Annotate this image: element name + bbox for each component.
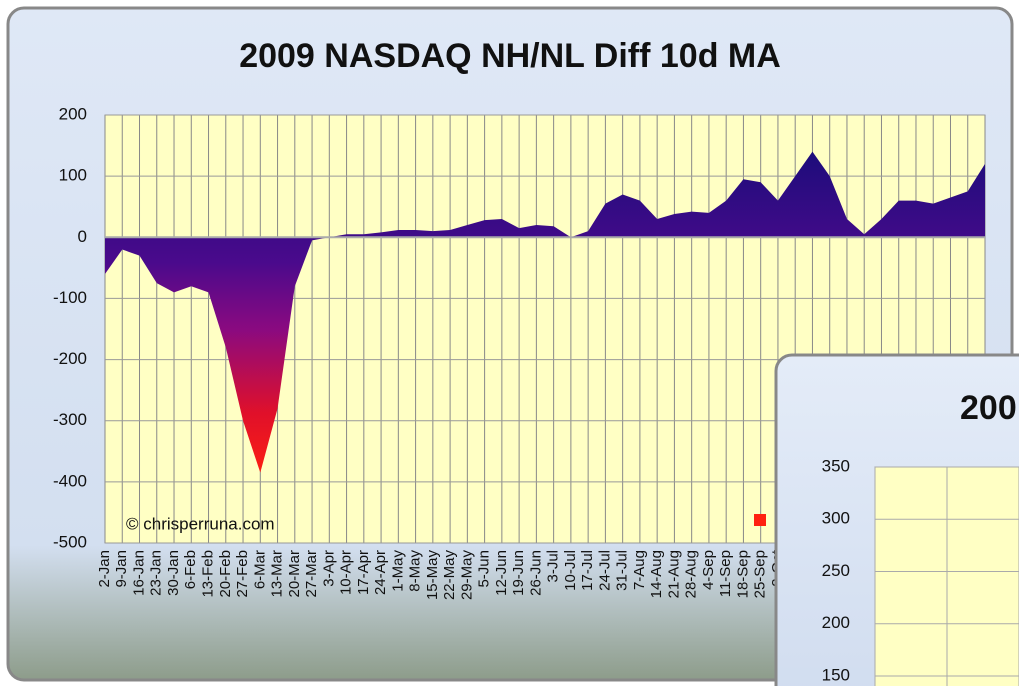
x-tick-label: 4-Sep	[700, 550, 717, 590]
y-tick-label: 350	[822, 456, 850, 475]
y-tick-label: 200	[59, 104, 87, 123]
x-tick-label: 17-Apr	[355, 550, 372, 595]
x-tick-label: 24-Jul	[596, 550, 613, 591]
x-tick-label: 12-Jun	[493, 550, 510, 596]
x-tick-label: 10-Jul	[562, 550, 579, 591]
x-tick-label: 27-Mar	[303, 550, 320, 598]
y-tick-label: -100	[53, 288, 87, 307]
x-tick-label: 29-May	[458, 550, 475, 601]
x-tick-label: 31-Jul	[614, 550, 631, 591]
area	[105, 151, 985, 473]
x-tick-label: 1-May	[389, 550, 406, 592]
x-tick-label: 21-Aug	[665, 550, 682, 598]
x-tick-label: 6-Mar	[251, 550, 268, 589]
x-tick-label: 17-Jul	[579, 550, 596, 591]
y-tick-label: 300	[822, 509, 850, 528]
x-tick-label: 14-Aug	[648, 550, 665, 598]
x-tick-label: 5-Jun	[476, 550, 493, 588]
x-tick-label: 18-Sep	[734, 550, 751, 598]
x-tick-label: 25-Sep	[752, 550, 769, 598]
y-tick-label: -400	[53, 471, 87, 490]
x-tick-label: 13-Mar	[269, 550, 286, 598]
x-tick-label: 24-Apr	[372, 550, 389, 595]
x-tick-label: 2-Jan	[96, 550, 113, 588]
y-tick-label: -200	[53, 349, 87, 368]
chart-title: 2009 NASDAQ NH/NL Diff 10d MA	[239, 37, 781, 75]
x-tick-label: 9-Jan	[113, 550, 130, 588]
x-tick-label: 30-Jan	[165, 550, 182, 596]
y-tick-label: 200	[822, 613, 850, 632]
x-tick-label: 15-May	[424, 550, 441, 601]
x-tick-label: 28-Aug	[683, 550, 700, 598]
x-tick-label: 27-Feb	[234, 550, 251, 598]
x-tick-label: 19-Jun	[510, 550, 527, 596]
x-tick-label: 20-Mar	[286, 550, 303, 598]
x-tick-label: 26-Jun	[527, 550, 544, 596]
x-tick-label: 16-Jan	[130, 550, 147, 596]
x-tick-label: 3-Apr	[320, 550, 337, 587]
x-tick-label: 3-Jul	[545, 550, 562, 583]
x-tick-label: 8-May	[407, 550, 424, 592]
x-tick-label: 10-Apr	[338, 550, 355, 595]
x-tick-label: 7-Aug	[631, 550, 648, 590]
watermark: © chrisperruna.com	[126, 514, 275, 533]
y-tick-label: -300	[53, 410, 87, 429]
y-tick-label: -500	[53, 532, 87, 551]
x-tick-label: 13-Feb	[199, 550, 216, 598]
y-tick-label: 250	[822, 561, 850, 580]
x-tick-label: 11-Sep	[717, 550, 734, 597]
x-tick-label: 22-May	[441, 550, 458, 601]
x-tick-label: 6-Feb	[182, 550, 199, 589]
x-tick-label: 23-Jan	[148, 550, 165, 596]
y-tick-label: 150	[822, 665, 850, 684]
chart-title-2: 200	[960, 389, 1017, 427]
x-tick-label: 20-Feb	[217, 550, 234, 598]
y-tick-label: 100	[59, 166, 87, 185]
legend-swatch	[754, 514, 766, 526]
y-tick-label: 0	[78, 227, 87, 246]
